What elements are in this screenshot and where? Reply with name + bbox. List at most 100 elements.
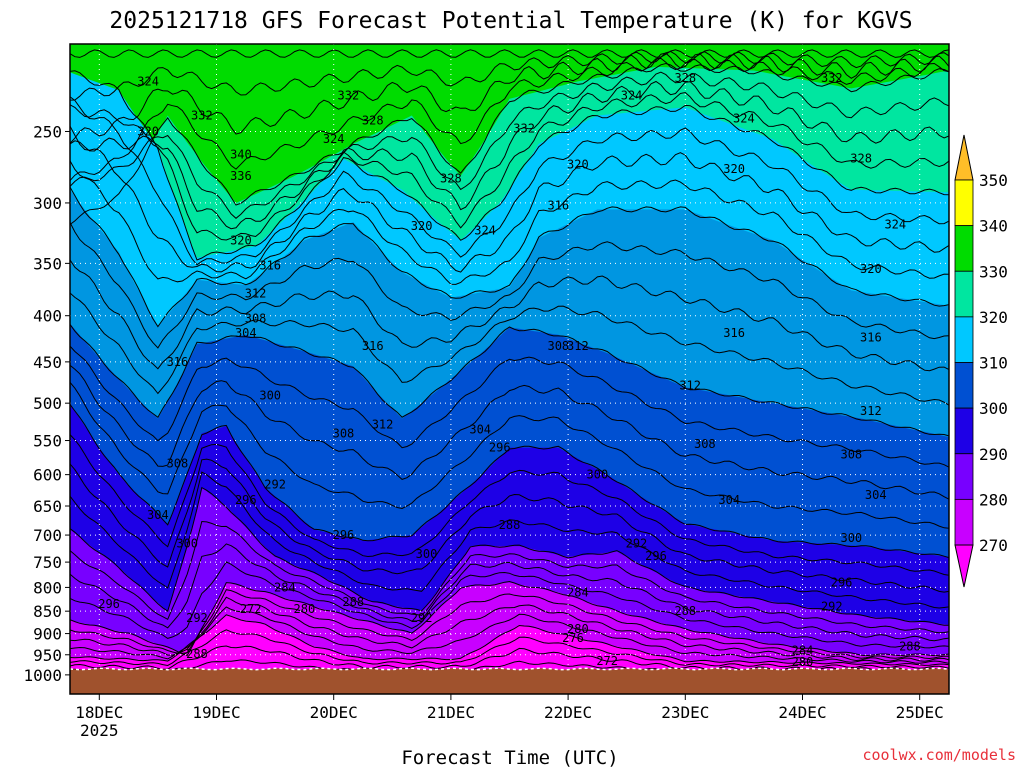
y-tick-label: 950 bbox=[33, 646, 62, 665]
colorbar-swatch bbox=[954, 270, 974, 318]
colorbar-swatch bbox=[954, 453, 974, 500]
isentrope-line bbox=[70, 543, 949, 642]
colorbar-arrow-bottom bbox=[954, 544, 974, 588]
contour-label: 292 bbox=[821, 600, 843, 614]
colorbar-swatch bbox=[954, 316, 974, 363]
contour-label: 328 bbox=[362, 113, 384, 127]
contour-label: 288 bbox=[674, 604, 696, 618]
contour-label: 316 bbox=[362, 339, 384, 353]
contour-label: 312 bbox=[679, 379, 701, 393]
x-tick-sublabel: 2025 bbox=[80, 721, 119, 740]
y-tick-label: 1000 bbox=[23, 666, 62, 685]
ground-line bbox=[70, 667, 949, 671]
contour-label: 328 bbox=[440, 172, 462, 186]
colorbar-label: 350 bbox=[979, 171, 1008, 190]
contour-label: 280 bbox=[567, 622, 589, 636]
contour-label: 300 bbox=[176, 536, 198, 550]
isentrope-line bbox=[70, 50, 949, 101]
x-tick-label: 25DEC bbox=[896, 703, 944, 722]
colorbar-label: 270 bbox=[979, 536, 1008, 555]
y-tick-label: 400 bbox=[33, 307, 62, 326]
contour-label: 284 bbox=[274, 580, 296, 594]
colorbar-label: 340 bbox=[979, 217, 1008, 236]
contour-label: 296 bbox=[98, 597, 120, 611]
chart-title: 2025121718 GFS Forecast Potential Temper… bbox=[109, 8, 912, 34]
contour-label: 280 bbox=[294, 602, 316, 616]
contour-label: 324 bbox=[733, 112, 755, 126]
contour-label: 320 bbox=[411, 219, 433, 233]
color-fill-layers bbox=[70, 44, 949, 694]
contour-label: 312 bbox=[245, 287, 267, 301]
contour-label: 308 bbox=[840, 448, 862, 462]
contour-label: 272 bbox=[596, 654, 618, 668]
x-tick-label: 24DEC bbox=[778, 703, 826, 722]
contour-label: 332 bbox=[821, 71, 843, 85]
contour-label: 300 bbox=[259, 388, 281, 402]
colorbar-swatch bbox=[954, 407, 974, 455]
x-tick-label: 21DEC bbox=[427, 703, 475, 722]
contour-label: 328 bbox=[674, 71, 696, 85]
contour-label: 304 bbox=[147, 508, 169, 522]
contour-label: 304 bbox=[718, 493, 740, 507]
contour-label: 316 bbox=[259, 259, 281, 273]
y-tick-label: 900 bbox=[33, 625, 62, 644]
x-tick-label: 18DEC bbox=[75, 703, 123, 722]
y-tick-label: 700 bbox=[33, 526, 62, 545]
contour-label: 300 bbox=[416, 547, 438, 561]
contour-label: 296 bbox=[831, 575, 853, 589]
contour-label: 308 bbox=[167, 456, 189, 470]
isentrope-line bbox=[70, 580, 949, 657]
isentrope-line bbox=[70, 486, 949, 626]
contour-label: 288 bbox=[899, 639, 921, 653]
x-tick-label: 23DEC bbox=[661, 703, 709, 722]
contour-label: 304 bbox=[865, 488, 887, 502]
isentrope-line bbox=[70, 606, 949, 664]
contour-label: 320 bbox=[230, 233, 252, 247]
contour-label: 288 bbox=[499, 518, 521, 532]
isentrope-line bbox=[70, 596, 949, 662]
x-tick-label: 20DEC bbox=[310, 703, 358, 722]
contour-label: 324 bbox=[884, 218, 906, 232]
contour-label: 300 bbox=[840, 531, 862, 545]
colorbar-label: 300 bbox=[979, 399, 1008, 418]
y-tick-label: 450 bbox=[33, 353, 62, 372]
isentrope-line bbox=[70, 364, 949, 500]
contour-label: 280 bbox=[792, 655, 814, 669]
contour-label: 276 bbox=[562, 631, 584, 645]
y-tick-label: 500 bbox=[33, 394, 62, 413]
isentrope-line bbox=[70, 471, 949, 609]
contour-label: 304 bbox=[469, 423, 491, 437]
contour-label: 324 bbox=[621, 88, 643, 102]
contour-label: 304 bbox=[235, 326, 257, 340]
contour-label: 316 bbox=[167, 355, 189, 369]
colorbar-label: 320 bbox=[979, 308, 1008, 327]
contour-label: 308 bbox=[333, 426, 355, 440]
contour-label: 324 bbox=[474, 224, 496, 238]
x-tick-label: 22DEC bbox=[544, 703, 592, 722]
y-tick-label: 350 bbox=[33, 254, 62, 273]
colorbar-label: 310 bbox=[979, 354, 1008, 373]
y-tick-label: 300 bbox=[33, 194, 62, 213]
contour-label: 324 bbox=[137, 74, 159, 88]
isentrope-line bbox=[70, 561, 949, 649]
x-tick-label: 19DEC bbox=[192, 703, 240, 722]
contour-label: 300 bbox=[587, 468, 609, 482]
contour-label: 296 bbox=[333, 528, 355, 542]
contour-label: 284 bbox=[567, 585, 589, 599]
contour-label: 308 bbox=[694, 437, 716, 451]
isentrope-line bbox=[70, 324, 949, 437]
contour-label: 316 bbox=[723, 326, 745, 340]
isentrope-line bbox=[70, 91, 949, 241]
isentrope-line bbox=[70, 589, 949, 660]
y-tick-label: 550 bbox=[33, 432, 62, 451]
contour-label: 292 bbox=[186, 611, 208, 625]
isentrope-line bbox=[70, 125, 949, 273]
contour-label: 272 bbox=[240, 602, 262, 616]
contour-label: 292 bbox=[264, 477, 286, 491]
colorbar-arrow-top bbox=[954, 134, 974, 181]
isentrope-line bbox=[70, 80, 949, 230]
